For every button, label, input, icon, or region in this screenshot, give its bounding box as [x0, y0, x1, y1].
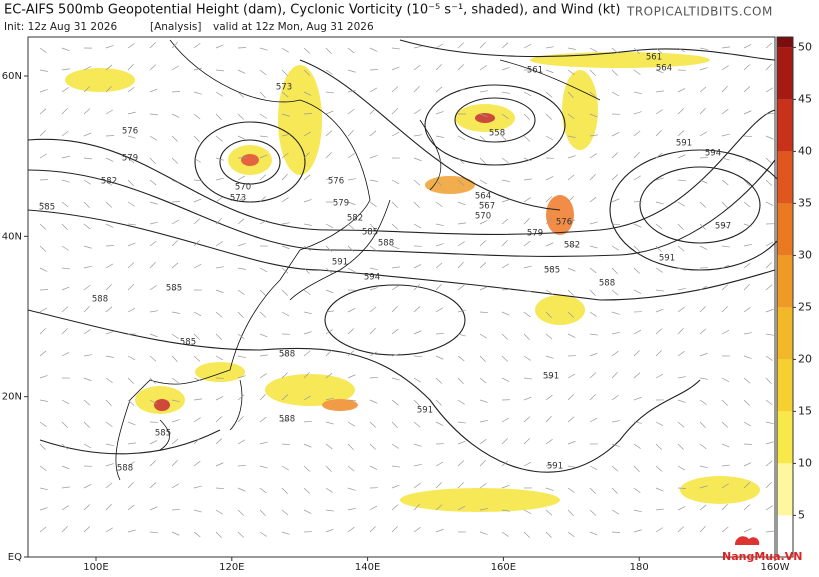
init-time: Init: 12z Aug 31 2026 [4, 21, 117, 33]
contour-label: 597 [715, 222, 731, 232]
contour-label: 588 [378, 239, 394, 249]
contour-label: 588 [279, 415, 295, 425]
colorbar-label: 35 [798, 196, 812, 209]
colorbar-segment [777, 203, 793, 255]
lat-label: 60N [2, 71, 22, 82]
colorbar-label: 15 [798, 404, 812, 417]
map-frame [28, 37, 775, 557]
colorbar-segment [777, 307, 793, 359]
contour-label: 579 [333, 199, 349, 209]
lon-label: 120E [219, 562, 244, 573]
valid-time: valid at 12z Mon, Aug 31 2026 [213, 21, 374, 33]
lat-label: 40N [2, 231, 22, 242]
colorbar-segment [777, 463, 793, 515]
contour-label: 585 [362, 228, 378, 238]
colorbar-segment [777, 411, 793, 463]
contour-label: 579 [527, 229, 543, 239]
contour-label: 594 [705, 149, 721, 159]
contour-label: 588 [92, 295, 108, 305]
contour-label: 582 [101, 177, 117, 187]
contour-label: 582 [347, 214, 363, 224]
contour-label: 588 [599, 279, 615, 289]
colorbar-label: 5 [798, 508, 805, 521]
site-name: TROPICALTIDBITS.COM [626, 5, 773, 19]
colorbar-segment [777, 99, 793, 151]
contour-label: 576 [556, 218, 572, 228]
contour-label: 591 [659, 254, 675, 264]
contour-label: 585 [155, 429, 171, 439]
colorbar-label: 50 [798, 40, 812, 53]
contour-label: 582 [564, 241, 580, 251]
colorbar-segment [777, 255, 793, 307]
contour-label: 567 [479, 202, 495, 212]
contour-label: 591 [543, 372, 559, 382]
lon-label: 160E [491, 562, 516, 573]
lat-label: 20N [2, 392, 22, 403]
contour-label: 558 [489, 129, 505, 139]
colorbar-segment [777, 359, 793, 411]
colorbar-label: 30 [798, 248, 812, 261]
contour-label: 564 [475, 192, 491, 202]
colorbar-label: 10 [798, 456, 812, 469]
contour-label: 591 [676, 139, 692, 149]
contour-label: 591 [547, 462, 563, 472]
contour-label: 585 [166, 284, 182, 294]
colorbar-label: 40 [798, 144, 812, 157]
contour-label: 591 [332, 258, 348, 268]
colorbar-label: 25 [798, 300, 812, 313]
contour-label: 576 [122, 127, 138, 137]
colorbar-label: 45 [798, 92, 812, 105]
title: EC-AIFS 500mb Geopotential Height (dam),… [4, 3, 620, 18]
contour-label: 561 [527, 66, 543, 76]
lon-label: 180 [630, 562, 649, 573]
contour-label: 579 [122, 154, 138, 164]
contour-label: 594 [364, 273, 380, 283]
contour-label: 576 [328, 177, 344, 187]
colorbar-label: 20 [798, 352, 812, 365]
analysis-tag: [Analysis] [150, 21, 201, 33]
contour-label: 573 [276, 83, 292, 93]
watermark: NangMua.VN [722, 550, 802, 563]
contour-label: 588 [117, 464, 133, 474]
colorbar-segment [777, 47, 793, 99]
contour-label: 585 [544, 266, 560, 276]
colorbar-segment [777, 151, 793, 203]
contour-label: 585 [39, 203, 55, 213]
lon-label: 160W [761, 562, 790, 573]
lat-label: EQ [8, 552, 22, 563]
colorbar-segment [777, 37, 793, 47]
lon-label: 100E [83, 562, 108, 573]
contour-label: 570 [235, 183, 251, 193]
contour-label: 570 [475, 212, 491, 222]
contour-label: 573 [230, 194, 246, 204]
contour-label: 588 [279, 350, 295, 360]
lon-label: 140E [355, 562, 380, 573]
contour-label: 564 [656, 64, 672, 74]
contour-label: 585 [180, 338, 196, 348]
contour-label: 591 [417, 406, 433, 416]
contour-label: 561 [646, 53, 662, 63]
